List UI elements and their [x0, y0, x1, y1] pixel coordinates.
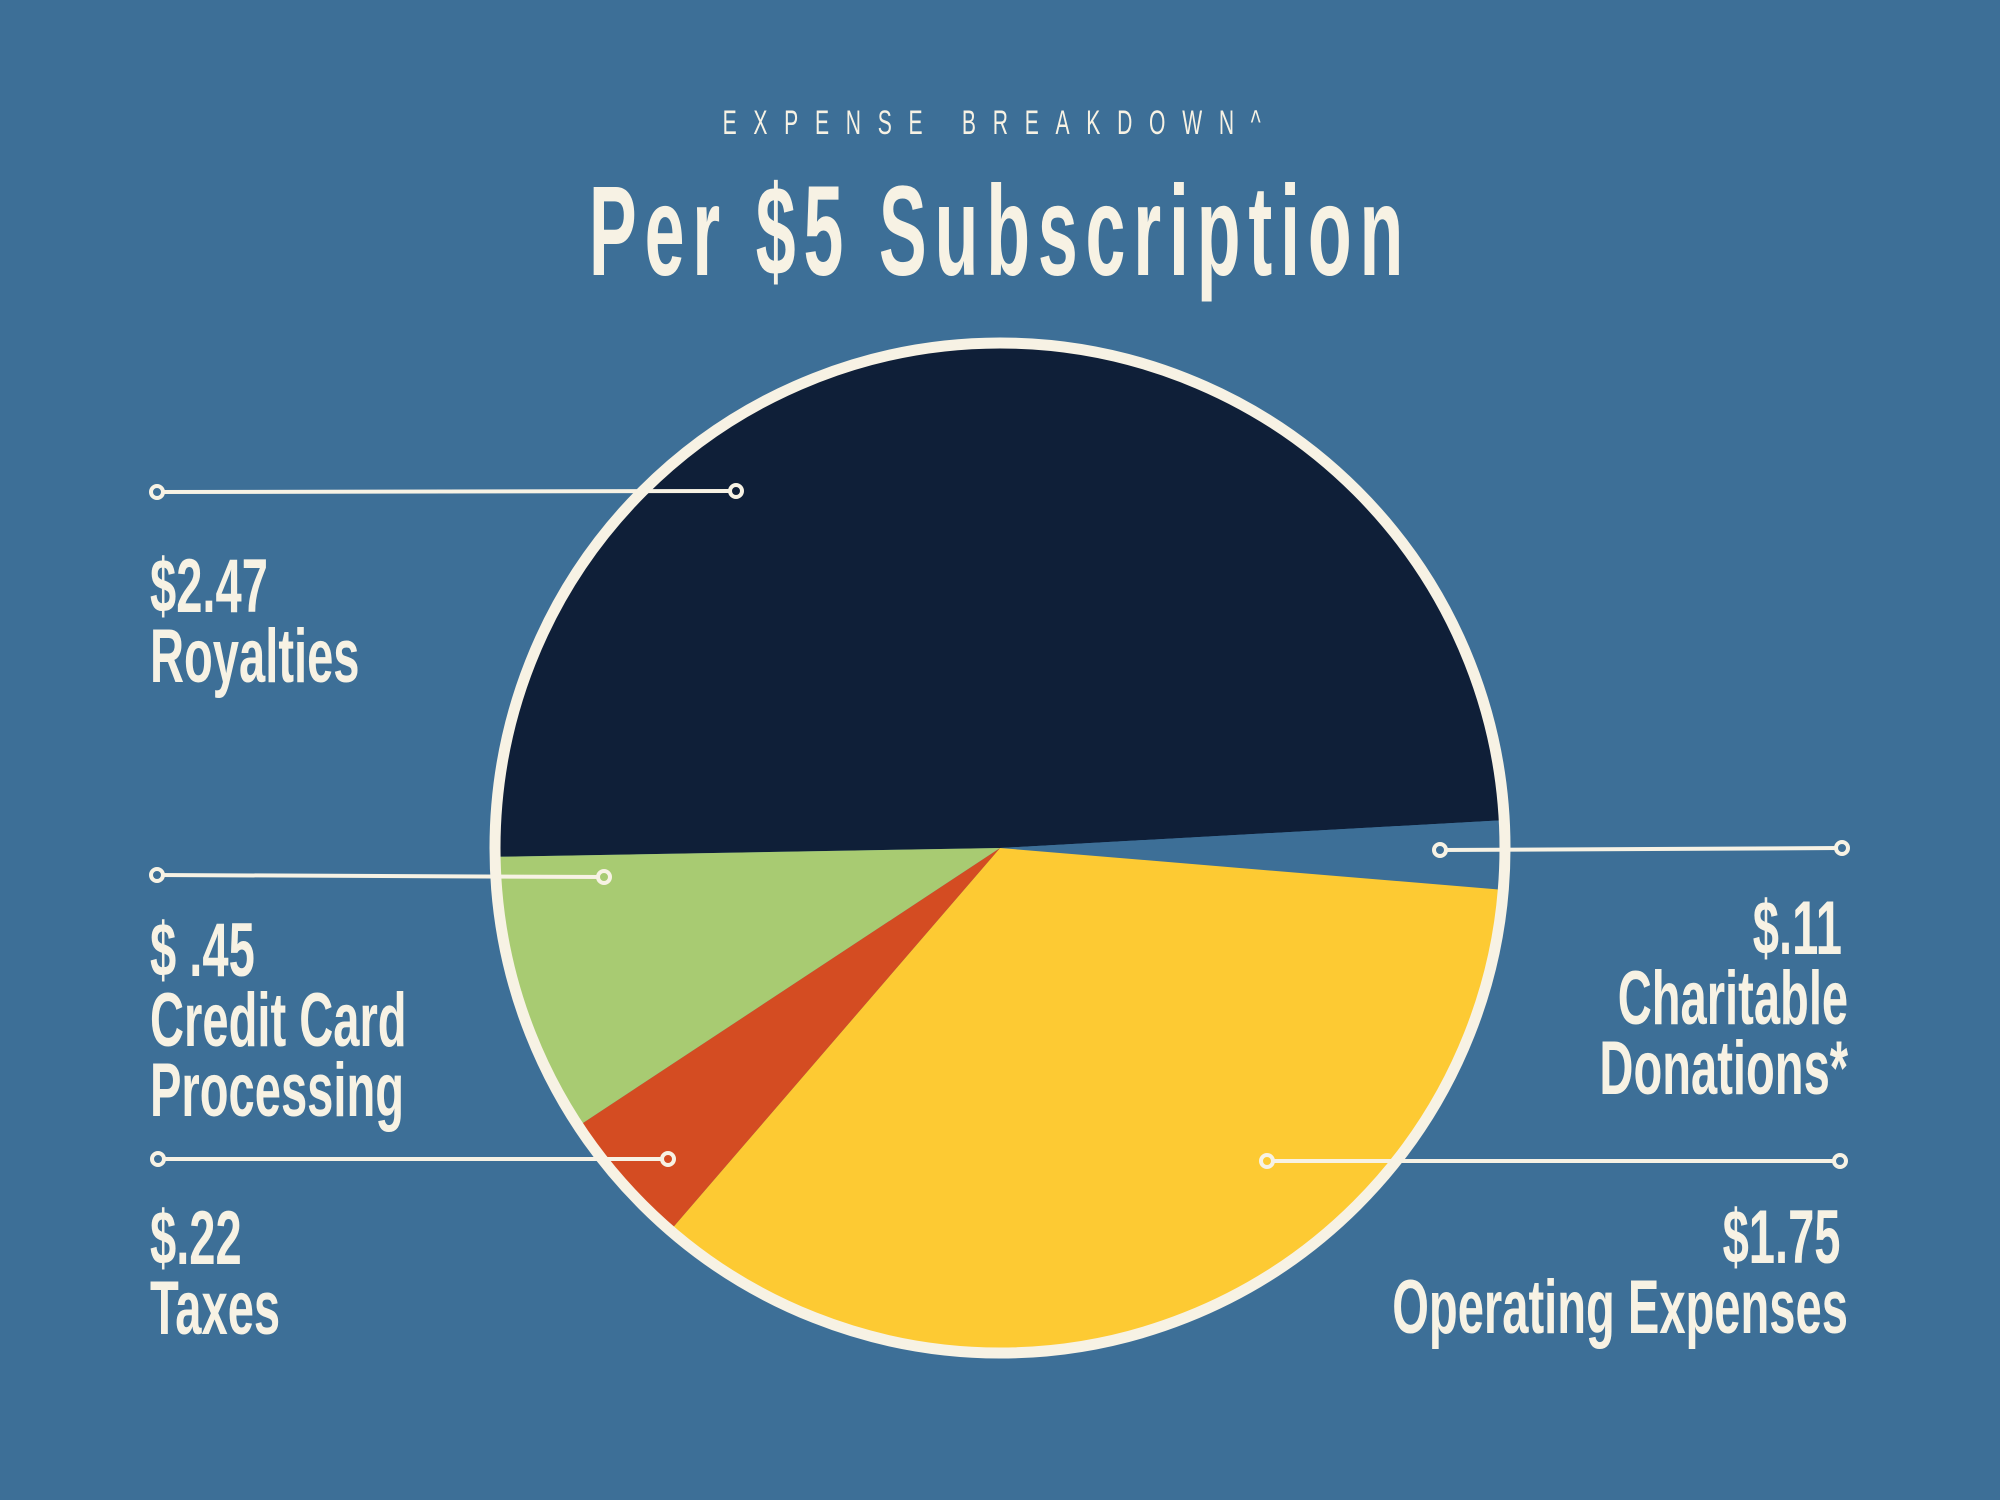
chart-title: Per $5 Subscription: [588, 160, 1412, 303]
label-charity-amount: $.11: [1752, 886, 1842, 971]
pie-slice-charitable-donations: [1000, 820, 1505, 890]
pie-slice-royalties: [495, 343, 1505, 857]
label-royalties: $2.47 Royalties: [150, 544, 360, 699]
callout-lines: [149, 483, 1850, 1169]
label-charity: $.11 Charitable Donations*: [1599, 886, 1848, 1111]
label-taxes: $.22 Taxes: [150, 1196, 281, 1351]
callout-dot-credit-outer: [149, 867, 165, 883]
label-operating: $1.75 Operating Expenses: [1392, 1195, 1848, 1350]
label-charity-line2: Donations*: [1599, 1026, 1848, 1111]
callout-dot-taxes-inner: [660, 1151, 676, 1167]
label-royalties-name: Royalties: [150, 614, 360, 699]
label-charity-line1: Charitable: [1617, 956, 1848, 1041]
callout-dot-charity-outer: [1834, 840, 1850, 856]
label-credit-line1: Credit Card: [150, 978, 407, 1063]
callout-line-royalties: [156, 489, 737, 494]
label-royalties-amount: $2.47: [150, 544, 268, 629]
label-taxes-amount: $.22: [150, 1196, 242, 1281]
label-operating-name: Operating Expenses: [1392, 1265, 1848, 1350]
pie-slice-operating-expenses: [670, 848, 1504, 1353]
label-credit: $ .45 Credit Card Processing: [150, 908, 407, 1133]
callout-line-charity: [1439, 846, 1843, 852]
callout-dot-charity-inner: [1432, 842, 1448, 858]
label-credit-amount: $ .45: [150, 908, 255, 993]
callout-dot-operating-outer: [1832, 1153, 1848, 1169]
pie-slice-credit-card-processing: [495, 848, 1000, 1126]
callout-dot-operating-inner: [1259, 1153, 1275, 1169]
callout-dot-royalties-inner: [728, 483, 744, 499]
label-credit-line2: Processing: [150, 1048, 405, 1133]
callout-dot-taxes-outer: [150, 1151, 166, 1167]
label-operating-amount: $1.75: [1722, 1195, 1841, 1280]
callout-dot-royalties-outer: [149, 484, 165, 500]
pie-slice-taxes: [578, 848, 1000, 1231]
label-taxes-name: Taxes: [150, 1266, 281, 1351]
pie-slices: [495, 343, 1505, 1353]
chart-kicker: EXPENSE BREAKDOWN^: [722, 104, 1278, 142]
callout-dot-credit-inner: [596, 869, 612, 885]
callout-line-credit: [156, 873, 605, 879]
